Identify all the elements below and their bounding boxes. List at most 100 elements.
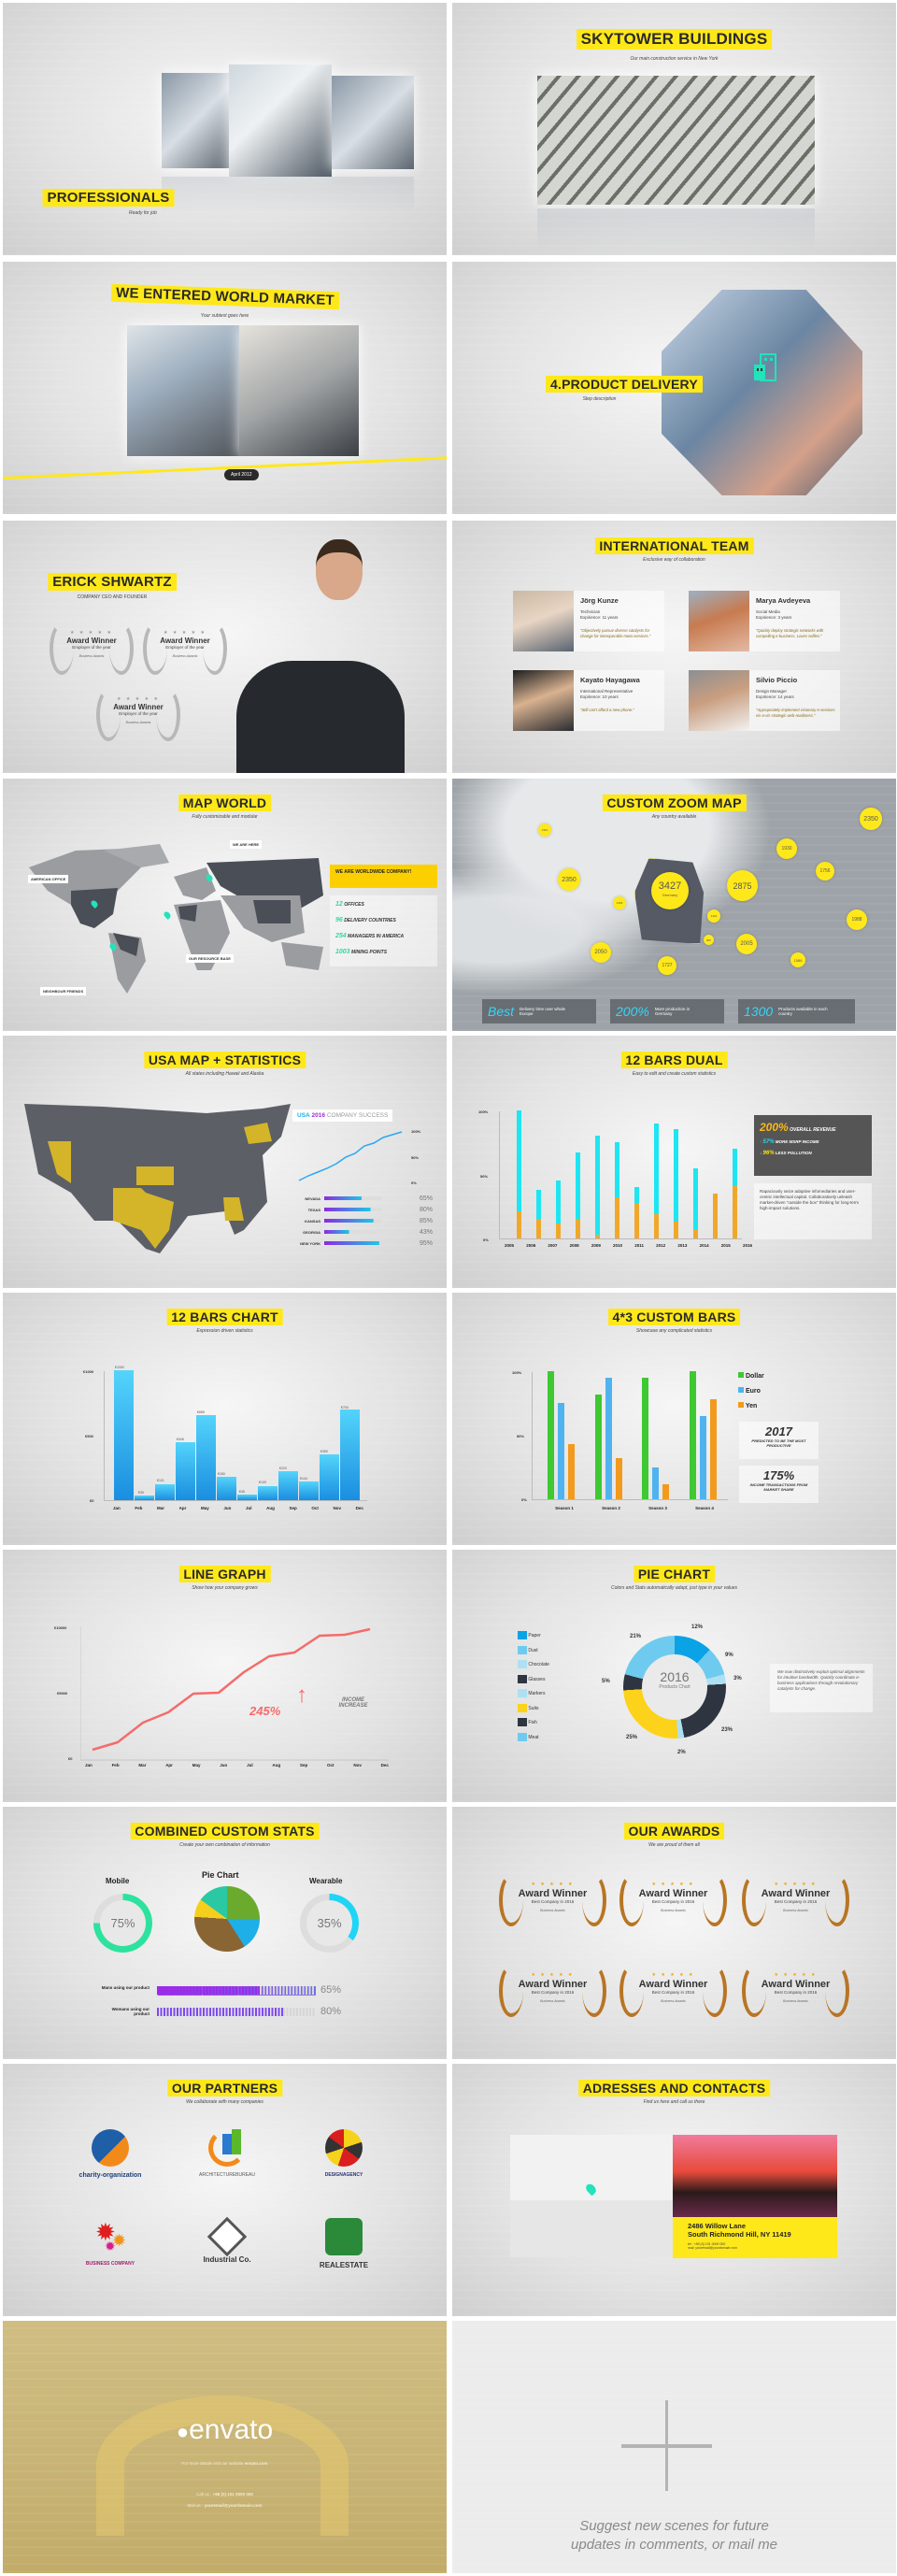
tile-12-bars-dual[interactable]: 12 BARS DUAL Easy to edit and create cus… xyxy=(452,1036,896,1288)
date-badge: April 2012 xyxy=(224,469,259,480)
small-pie-chart xyxy=(194,1886,260,1952)
location-map[interactable] xyxy=(510,2135,673,2257)
slide-title: PROFESSIONALS xyxy=(42,189,175,207)
partner-logo-realestate[interactable]: REALESTATE xyxy=(292,2218,395,2269)
data-bubble[interactable]: 2350 xyxy=(558,868,580,891)
monthly-bar-chart xyxy=(104,1370,367,1501)
data-bubble[interactable]: 1588 xyxy=(790,952,805,967)
data-bubble[interactable]: 900 xyxy=(704,935,714,945)
plus-icon-horizontal xyxy=(621,2444,712,2448)
data-bubble[interactable]: 2350 xyxy=(860,808,882,830)
data-bubble[interactable]: 1756 xyxy=(816,862,834,880)
tile-12-bars-chart[interactable]: 12 BARS CHART Expression driven statisti… xyxy=(3,1293,447,1545)
mail-line: Mail us : youremail@yourdomain.com xyxy=(187,2503,263,2508)
data-bubble[interactable]: 1266 xyxy=(613,896,626,909)
slide-title: MAP WORLD xyxy=(178,794,272,811)
people-pct: 80% xyxy=(320,2006,342,2017)
slide-subtitle: Your subtext goes here xyxy=(200,313,249,319)
team-member-card[interactable]: Jörg Kunze Technician Expirience: 11 year… xyxy=(513,591,664,651)
y-tick: €5000 xyxy=(57,1691,68,1696)
tile-skytower[interactable]: SKYTOWER BUILDINGS Our main construction… xyxy=(452,3,896,255)
tile-combined-stats[interactable]: COMBINED CUSTOM STATS Create your own co… xyxy=(3,1807,447,2059)
tile-usa-map[interactable]: USA MAP + STATISTICS All states includin… xyxy=(3,1036,447,1288)
team-member-card[interactable]: Kayato Hayagawa International Representa… xyxy=(513,670,664,731)
partner-logo-charity[interactable]: charity-organization xyxy=(59,2129,162,2179)
arrow-down-icon: ↓ xyxy=(760,1151,762,1155)
map-label-neighbour-friends: NEIGHBOUR FRIENDS xyxy=(40,987,87,995)
people-fill-men xyxy=(157,1986,260,1995)
data-bubble[interactable]: 1727 xyxy=(658,956,676,975)
usa-map xyxy=(24,1104,291,1253)
tile-addresses-contacts[interactable]: ADRESSES AND CONTACTS Find us here and c… xyxy=(452,2064,896,2316)
mobile-pct: 75% xyxy=(100,1900,146,1946)
slide-subtitle: Exclusive way of collaboration xyxy=(643,557,705,563)
partner-logo-industrial[interactable]: Industrial Co. xyxy=(176,2216,278,2264)
data-bubble[interactable]: 1930 xyxy=(776,838,797,859)
progress-bar xyxy=(324,1208,382,1211)
map-label-we-are-here: WE ARE HERE xyxy=(230,840,263,849)
pie-chart-label: Pie Chart xyxy=(202,1870,239,1880)
progress-bar xyxy=(324,1230,382,1234)
team-photo-left xyxy=(162,73,229,168)
slide-subtitle: Expression driven statistics xyxy=(196,1328,253,1334)
tile-custom-zoom-map[interactable]: CUSTOM ZOOM MAP Any country available 34… xyxy=(452,779,896,1031)
tile-world-market[interactable]: WE ENTERED WORLD MARKET Your subtext goe… xyxy=(3,262,447,514)
tile-pie-chart[interactable]: PIE CHART Colors and Stats automatically… xyxy=(452,1550,896,1802)
tile-our-partners[interactable]: OUR PARTNERS We collaborate with many co… xyxy=(3,2064,447,2316)
tile-ceo[interactable]: ERICK SHWARTZ COMPANY CEO AND FOUNDER ★ … xyxy=(3,521,447,773)
y-tick: 50% xyxy=(480,1174,489,1179)
tile-our-awards[interactable]: OUR AWARDS We are proud of them all ★ ★ … xyxy=(452,1807,896,2059)
award-badge: ★ ★ ★ ★ ★ Award Winner Employer of the y… xyxy=(143,621,227,679)
y-tick: 50% xyxy=(411,1155,420,1160)
map-pin-icon[interactable] xyxy=(584,2182,598,2197)
tile-map-world[interactable]: MAP WORLD Fully customizable and modular… xyxy=(3,779,447,1031)
award-badge: ★ ★ ★ ★ ★ Award Winner Best Company in 201… xyxy=(499,1872,606,1930)
tile-professionals[interactable]: PROFESSIONALS Ready for job xyxy=(3,3,447,255)
data-bubble[interactable]: 2050 xyxy=(591,942,611,963)
data-bubble[interactable]: 1324 xyxy=(707,909,720,923)
callout-percentage: 245% xyxy=(249,1704,281,1718)
x-axis-labels: 2005 2006 2007 2008 2009 2010 2011 2012 2013 2014… xyxy=(505,1243,752,1248)
partner-logo-business[interactable]: ✹ ✹ ✹ BUSINESS COMPANY xyxy=(85,2218,135,2267)
partner-logo-design-agency[interactable]: DESIGNAGENCY xyxy=(292,2129,395,2178)
award-badge: ★ ★ ★ ★ ★ Award Winner Best Company in 201… xyxy=(742,1963,849,2021)
stat-box: 200% More production in Germany xyxy=(610,999,724,1023)
data-bubble[interactable]: 2875 xyxy=(727,870,758,901)
tile-line-graph[interactable]: LINE GRAPH Show how your company grows €… xyxy=(3,1550,447,1802)
suggest-text: Suggest new scenes for future updates in… xyxy=(571,2518,777,2553)
tile-4x3-custom-bars[interactable]: 4*3 CUSTOM BARS Showcase any complicated… xyxy=(452,1293,896,1545)
ceo-photo-head xyxy=(316,539,363,600)
donut-center: 2016 Products Chart xyxy=(642,1654,707,1720)
slide-title: ADRESSES AND CONTACTS xyxy=(577,2080,771,2097)
tile-product-delivery[interactable]: 4.PRODUCT DELIVERY Step description xyxy=(452,262,896,514)
stat-box: 1300 Products available in each country xyxy=(738,999,855,1023)
tile-international-team[interactable]: INTERNATIONAL TEAM Exclusive way of coll… xyxy=(452,521,896,773)
x-axis-labels: Jan Feb Mar Apr May Jun Jul Aug Sep Oct Nov Dec xyxy=(85,1763,389,1767)
chart-legend: Dollar Euro Yen xyxy=(738,1369,764,1414)
team-member-card[interactable]: Silvio Piccio Design Manager Expirience: … xyxy=(689,670,840,731)
map-label-resource-base: OUR RESOURCE BASE xyxy=(186,954,234,963)
data-bubble-germany[interactable]: 3427 Germany xyxy=(651,872,689,909)
team-member-card[interactable]: Marya Avdeyeva Social Media Expirience: 3… xyxy=(689,591,840,651)
slide-subtitle: Find us here and call us there xyxy=(643,2099,705,2105)
tile-envato-end[interactable]: ●envato For more details visit our websi… xyxy=(3,2321,447,2573)
team-photo-right xyxy=(332,76,414,169)
progress-bar xyxy=(324,1219,382,1223)
envato-logo: ●envato xyxy=(176,2414,274,2445)
data-bubble[interactable]: 1310 xyxy=(538,823,551,837)
y-tick: €0 xyxy=(90,1498,94,1503)
slide-title: 4.PRODUCT DELIVERY xyxy=(546,376,703,393)
slide-subtitle: We are proud of them all xyxy=(648,1842,700,1848)
phone-line: Call us : +88 (0) 101 0000 000 xyxy=(196,2492,253,2497)
data-bubble[interactable]: 1988 xyxy=(847,909,867,930)
people-label: Womans using our product xyxy=(111,2007,150,2016)
data-bubble[interactable]: 2005 xyxy=(736,934,757,954)
tile-suggest[interactable]: Suggest new scenes for future updates in… xyxy=(452,2321,896,2573)
ceo-photo-body xyxy=(236,661,405,773)
slide-subtitle: Showcase any complicated statistics xyxy=(635,1328,713,1334)
y-tick: €10000 xyxy=(54,1625,67,1630)
partner-logo-architecture[interactable]: ARCHITECTUREBUREAU xyxy=(176,2129,278,2178)
avatar xyxy=(689,670,749,731)
slide-subtitle: Step description xyxy=(582,396,617,402)
wearable-pct: 35% xyxy=(306,1900,352,1946)
